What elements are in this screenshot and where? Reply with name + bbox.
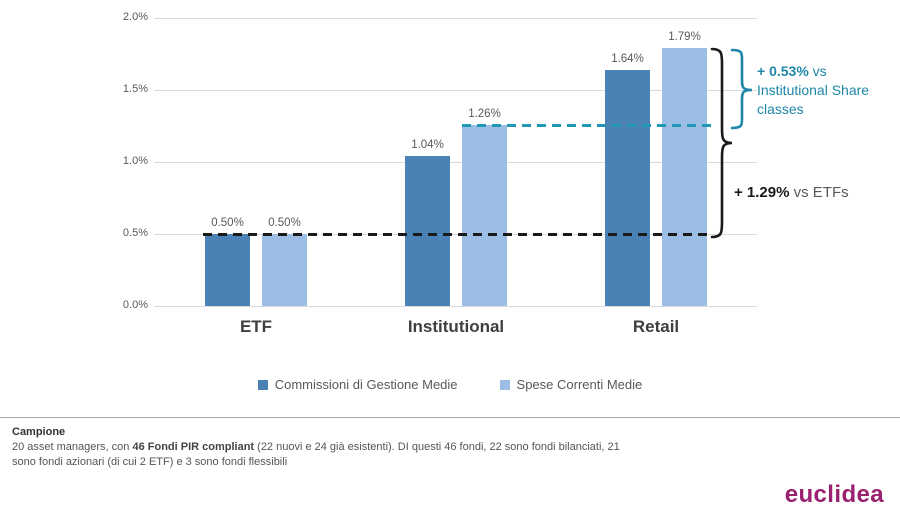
bar-value-label: 0.50% bbox=[268, 217, 301, 229]
bar-value-label: 1.26% bbox=[468, 107, 501, 120]
footer-text-pre: 20 asset managers, con bbox=[12, 441, 133, 453]
legend-label-spese: Spese Correnti Medie bbox=[516, 377, 643, 392]
y-tick-label: 0.0% bbox=[122, 299, 148, 311]
bar-value-label: 0.50% bbox=[211, 217, 244, 229]
legend-item-commissioni: Commissioni di Gestione Medie bbox=[257, 377, 458, 392]
euclidea-logo: euclidea bbox=[784, 481, 884, 508]
footer-text: 20 asset managers, con 46 Fondi PIR comp… bbox=[12, 440, 630, 469]
y-tick-label: 1.5% bbox=[122, 83, 148, 95]
reference-line-black bbox=[203, 233, 711, 236]
bar-value-label: 1.04% bbox=[411, 139, 444, 152]
bar-institutional-commissioni bbox=[405, 156, 450, 306]
annotation-vs-etf: + 1.29% vs ETFs bbox=[734, 184, 849, 201]
bar-value-label: 1.64% bbox=[611, 52, 644, 65]
footer-text-bold: 46 Fondi PIR compliant bbox=[132, 441, 255, 453]
category-label-institutional: Institutional bbox=[407, 317, 505, 336]
bar-institutional-spese bbox=[462, 124, 507, 306]
bar-retail-spese bbox=[662, 48, 707, 306]
annotation-vs-etf-delta: + 1.29% bbox=[734, 184, 790, 201]
footer-note: Campione 20 asset managers, con 46 Fondi… bbox=[0, 417, 900, 469]
brace-vs-etf bbox=[710, 47, 733, 239]
reference-line-teal bbox=[462, 123, 711, 127]
annotation-vs-institutional-delta: + 0.53% bbox=[757, 63, 809, 79]
gridline-0.0% bbox=[154, 306, 757, 307]
gridline-1.5% bbox=[154, 90, 757, 91]
bar-etf-commissioni bbox=[205, 234, 250, 306]
annotation-vs-institutional: + 0.53% vs Institutional Share classes bbox=[757, 62, 899, 119]
category-label-retail: Retail bbox=[632, 317, 680, 336]
y-tick-label: 1.0% bbox=[122, 155, 148, 167]
category-label-etf: ETF bbox=[239, 317, 273, 336]
legend: Commissioni di Gestione Medie Spese Corr… bbox=[0, 377, 900, 392]
y-tick-label: 0.5% bbox=[122, 227, 148, 239]
legend-swatch-light-blue bbox=[499, 379, 510, 390]
legend-label-commissioni: Commissioni di Gestione Medie bbox=[274, 377, 458, 392]
brace-vs-institutional bbox=[730, 48, 753, 130]
footer-text-post: (22 nuovi e 24 già esistenti). DI questi… bbox=[12, 441, 620, 468]
bar-etf-spese bbox=[262, 234, 307, 306]
y-tick-label: 2.0% bbox=[122, 11, 148, 23]
annotation-vs-institutional-text: vs Institutional Share classes bbox=[757, 63, 870, 117]
gridline-1.0% bbox=[154, 162, 757, 163]
bar-retail-commissioni bbox=[605, 69, 650, 306]
legend-swatch-dark-blue bbox=[257, 379, 268, 390]
gridline-2.0% bbox=[154, 18, 757, 19]
legend-item-spese: Spese Correnti Medie bbox=[499, 377, 643, 392]
footer-title: Campione bbox=[12, 426, 66, 438]
bar-value-label: 1.79% bbox=[668, 31, 701, 44]
annotation-vs-etf-text: vs ETFs bbox=[789, 184, 849, 201]
